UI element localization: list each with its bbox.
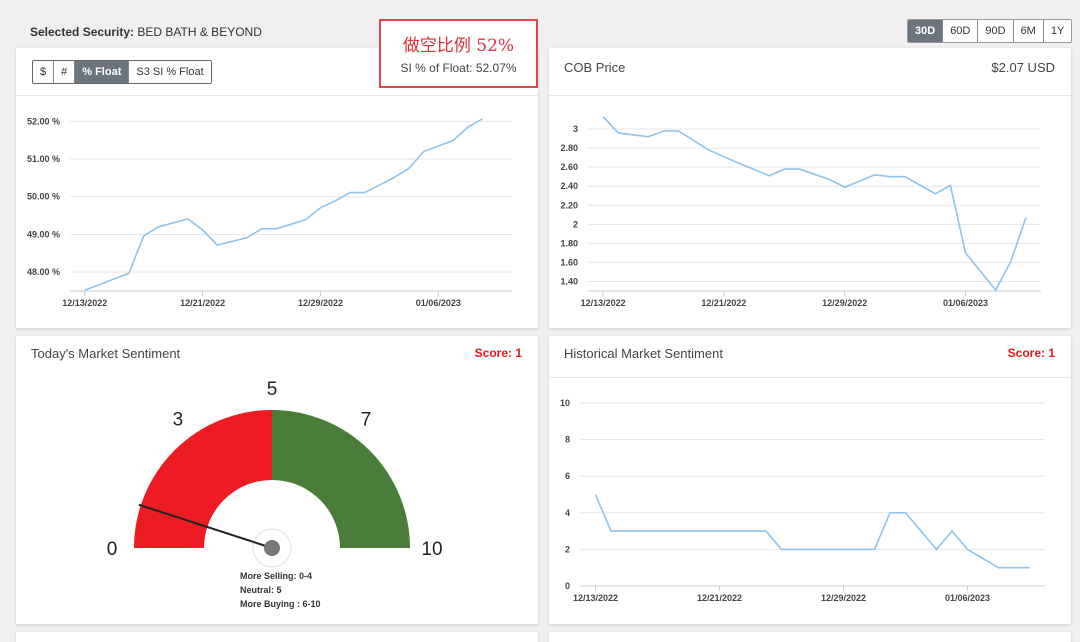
separator (16, 95, 538, 96)
range-button[interactable]: 30D (908, 20, 943, 42)
float-button[interactable]: # (53, 61, 75, 83)
sentiment-panel: Today's Market Sentiment Score: 1 (16, 336, 538, 624)
range-buttons: 30D 60D 90D 6M 1Y (907, 19, 1073, 43)
security-label: Selected Security: (30, 25, 135, 39)
range-button[interactable]: 6M (1012, 20, 1043, 42)
history-panel: Historical Market Sentiment Score: 1 (549, 336, 1071, 624)
separator (549, 95, 1071, 96)
next-panel (16, 632, 538, 642)
price: $2.07 USD (991, 60, 1055, 75)
security-name: BED BATH & BEYOND (137, 25, 262, 39)
float-buttons: $ #% Float S3 SI % Float (32, 60, 212, 84)
panel-title: Historical Market Sentiment (564, 346, 723, 361)
annotation-subtitle: SI % of Float: 52.07% (400, 61, 517, 75)
panel-title: COB Price (564, 60, 626, 75)
float-button[interactable]: % Float (74, 61, 129, 83)
selected-security: Selected Security: BED BATH & BEYOND (30, 25, 262, 39)
separator (549, 377, 1071, 378)
annotation-title: 做空比例 52% (402, 36, 515, 56)
range-button[interactable]: 90D (977, 20, 1013, 42)
range-button[interactable]: 60D (942, 20, 978, 42)
panel-title: Today's Market Sentiment (31, 346, 181, 361)
score: Score: 1 (474, 346, 522, 360)
price-panel: COB Price $2.07 USD (549, 48, 1071, 328)
annotation-box: 做空比例 52% SI % of Float: 52.07% (379, 19, 538, 88)
next-panel (549, 632, 1071, 642)
score: Score: 1 (1007, 346, 1055, 360)
range-button[interactable]: 1Y (1042, 20, 1072, 42)
float-panel (16, 48, 538, 328)
float-button[interactable]: $ (33, 61, 54, 83)
float-button[interactable]: S3 SI % Float (128, 61, 211, 83)
